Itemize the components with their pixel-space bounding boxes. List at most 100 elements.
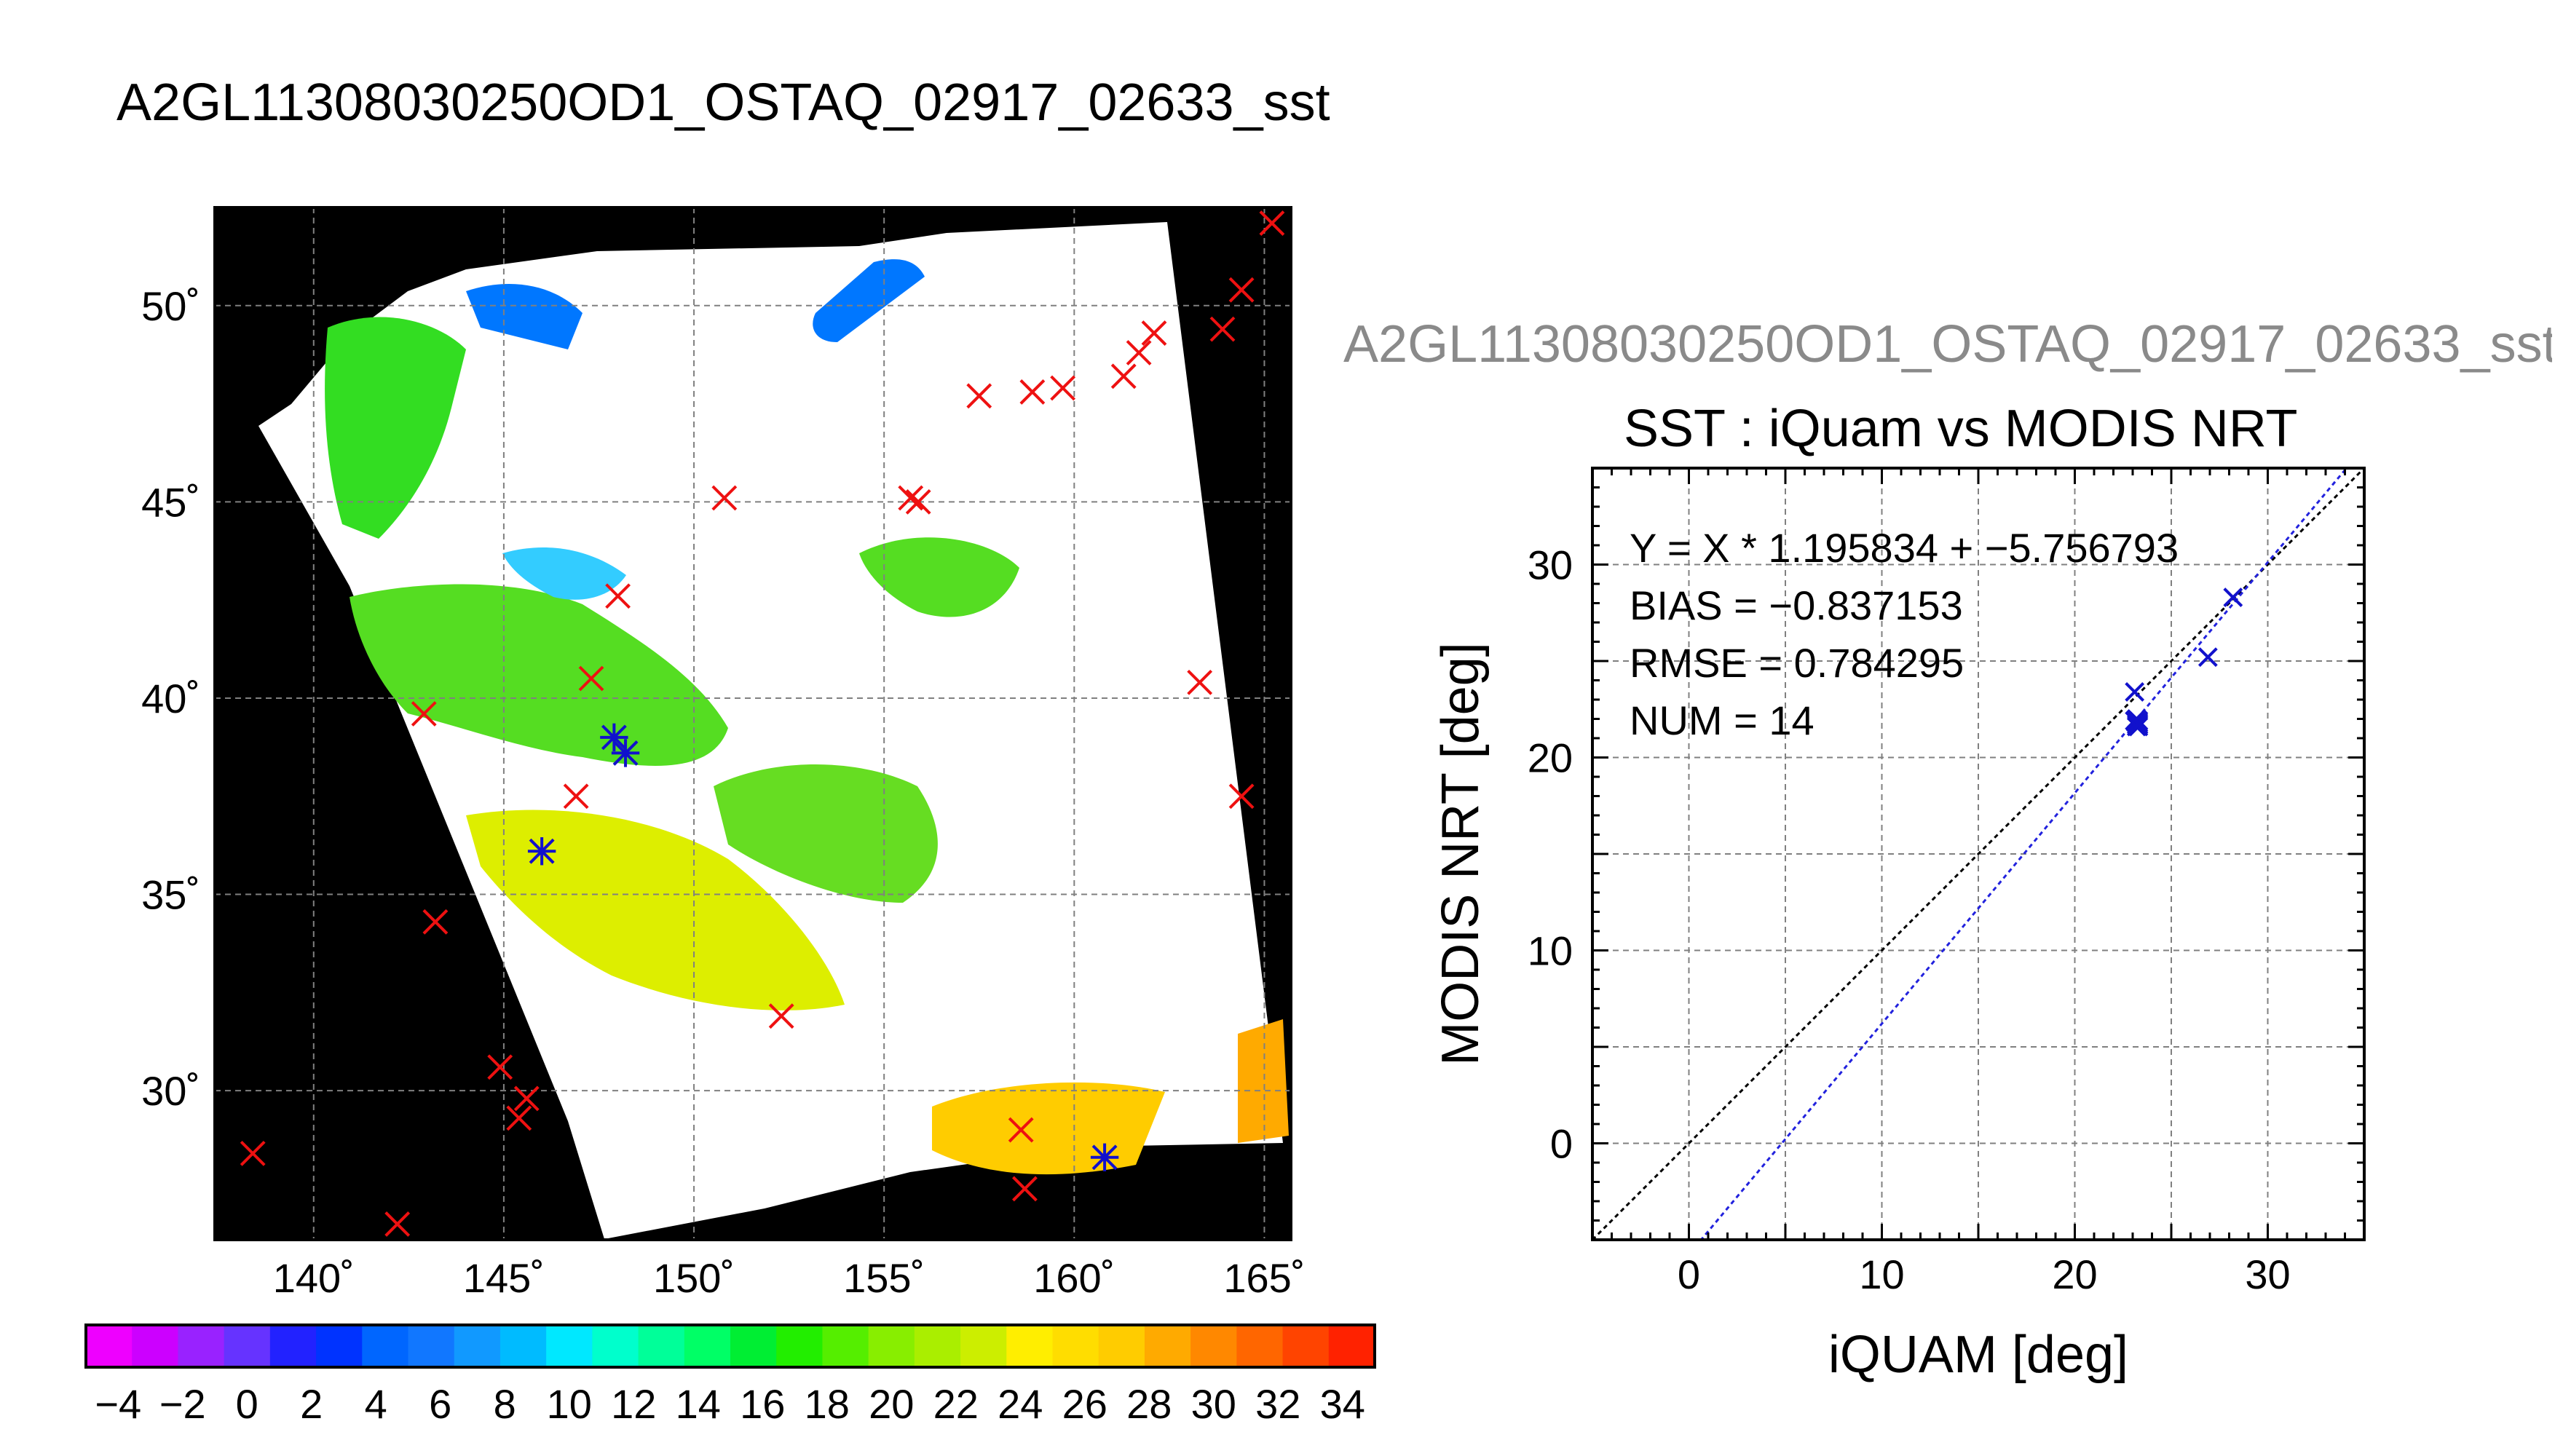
match-marker [768, 1003, 794, 1029]
colorbar-cell [86, 1325, 133, 1367]
map-y-tick-label: 30˚ [141, 1068, 200, 1114]
collocated-marker [1090, 1143, 1119, 1171]
match-marker [513, 1085, 540, 1112]
colorbar-cell [638, 1325, 685, 1367]
map-y-tick-labels: 30˚ 35˚ 40˚ 45˚ 50˚ [141, 283, 200, 1114]
colorbar-cell [1190, 1325, 1237, 1367]
colorbar-cell [362, 1325, 408, 1367]
sst-area-south-east [1238, 1019, 1289, 1143]
match-marker [1008, 1117, 1034, 1143]
sst-area-cold [466, 284, 583, 349]
sst-area-north-patch [859, 537, 1019, 617]
match-marker [1209, 316, 1236, 342]
match-marker [898, 485, 924, 511]
colorbar-tick-label: 34 [1320, 1381, 1365, 1427]
rmse-value: RMSE = 0.784295 [1630, 640, 1964, 686]
scatter-point [2197, 647, 2218, 668]
scatter-points [2125, 587, 2243, 737]
match-marker [1012, 1176, 1038, 1202]
scatter-x-tick-label: 0 [1678, 1251, 1700, 1297]
sst-area-warm [466, 810, 845, 1010]
colorbar-tick-label: 4 [365, 1381, 387, 1427]
colorbar-cell [684, 1325, 731, 1367]
collocated-marker [611, 739, 640, 767]
sst-area-cold-east [813, 259, 925, 342]
match-marker [1259, 210, 1285, 236]
colorbar-tick-label: 2 [300, 1381, 323, 1427]
colorbar-cell [730, 1325, 777, 1367]
colorbar-cell [178, 1325, 225, 1367]
colorbar-tick-label: −4 [95, 1381, 141, 1427]
match-marker [1019, 379, 1046, 405]
colorbar-tick-label: 12 [611, 1381, 656, 1427]
colorbar-cells [86, 1325, 1375, 1367]
scatter-point [2223, 587, 2243, 607]
colorbar-cell [960, 1325, 1007, 1367]
colorbar-tick-label: 10 [547, 1381, 592, 1427]
colorbar-cell [868, 1325, 915, 1367]
map-x-tick-label: 145˚ [463, 1255, 545, 1301]
match-marker [905, 488, 931, 515]
cloud-cover [258, 222, 1283, 1239]
colorbar-tick-label: 24 [998, 1381, 1043, 1427]
colorbar-cell [592, 1325, 639, 1367]
colorbar-tick-label: 22 [933, 1381, 979, 1427]
identity-line [1592, 468, 2364, 1240]
scatter-y-tick-label: 10 [1528, 928, 1573, 974]
sample-count: NUM = 14 [1630, 697, 1814, 743]
colorbar-tick-label: 20 [869, 1381, 914, 1427]
sst-area-mid [350, 584, 728, 766]
colorbar-cell [132, 1325, 178, 1367]
match-marker [1228, 783, 1255, 810]
match-marker [563, 783, 589, 810]
scatter-point [2125, 681, 2145, 702]
match-marker [422, 909, 449, 935]
match-marker [605, 583, 631, 609]
scatter-y-tick-labels: 0 10 20 30 [1528, 542, 1573, 1167]
scatter-x-tick-labels: 0 10 20 30 [1678, 1251, 2291, 1297]
match-marker [1141, 320, 1167, 346]
map-x-tick-label: 155˚ [843, 1255, 925, 1301]
match-marker [384, 1211, 411, 1237]
match-marker [1228, 277, 1255, 303]
map-y-tick-label: 40˚ [141, 676, 200, 721]
scatter-tick-marks [1591, 467, 2366, 1241]
match-marker [487, 1054, 513, 1080]
colorbar-tick-label: 32 [1255, 1381, 1300, 1427]
colorbar-tick-label: 26 [1062, 1381, 1107, 1427]
match-marker [1187, 669, 1213, 695]
colorbar-cell [316, 1325, 363, 1367]
map-x-tick-label: 160˚ [1033, 1255, 1115, 1301]
sst-area-south-warm [932, 1082, 1165, 1175]
collocated-marker [600, 723, 628, 752]
map-grid [215, 207, 1291, 1240]
sst-map: 140˚ 145˚ 150˚ 155˚ 160˚ 165˚ 30˚ 35˚ 40˚ 45˚ 50˚ [141, 206, 1306, 1301]
sst-area-okhotsk [325, 317, 466, 539]
scatter-y-tick-label: 0 [1550, 1121, 1573, 1167]
map-x-tick-label: 150˚ [653, 1255, 735, 1301]
colorbar-cell [269, 1325, 317, 1367]
sst-area-cool-patch [502, 547, 626, 600]
map-x-tick-label: 165˚ [1223, 1255, 1305, 1301]
colorbar-tick-label: 30 [1191, 1381, 1236, 1427]
main-title: A2GL11308030250OD1_OSTAQ_02917_02633_sst [117, 74, 1330, 132]
map-x-tick-labels: 140˚ 145˚ 150˚ 155˚ 160˚ 165˚ [273, 1255, 1306, 1301]
colorbar-cell [546, 1325, 593, 1367]
map-markers [240, 210, 1285, 1237]
match-marker [1110, 363, 1137, 389]
match-marker [578, 665, 604, 692]
sst-colorbar: −4 −2 0 2 4 6 8 10 12 14 16 18 20 22 24 26 28 30 32 34 [84, 1324, 1376, 1427]
colorbar-cell [408, 1325, 455, 1367]
match-marker [711, 485, 738, 511]
map-y-tick-label: 35˚ [141, 872, 200, 918]
scatter-title: SST : iQuam vs MODIS NRT [1624, 400, 2298, 458]
scatter-point [2128, 713, 2149, 733]
colorbar-cell [1098, 1325, 1145, 1367]
sst-area-kuroshio [714, 764, 938, 903]
match-marker [506, 1105, 532, 1131]
map-x-tick-label: 140˚ [273, 1255, 355, 1301]
colorbar-cell [1328, 1325, 1375, 1367]
scatter-grid [1592, 468, 2364, 1240]
colorbar-tick-label: 0 [236, 1381, 258, 1427]
colorbar-tick-label: 16 [740, 1381, 785, 1427]
